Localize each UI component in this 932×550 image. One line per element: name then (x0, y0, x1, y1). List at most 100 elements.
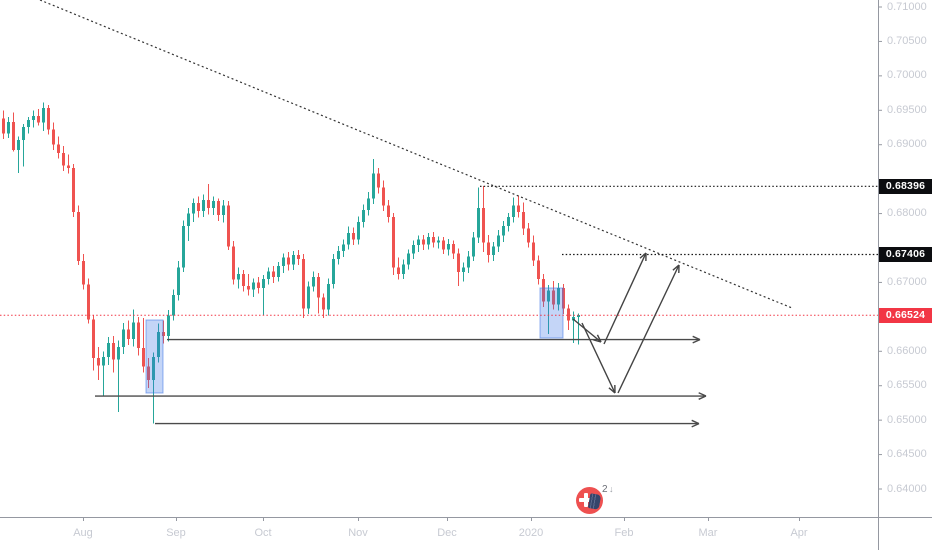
price-level-badge-2-label: 0.67406 (885, 248, 926, 261)
candle-body (447, 243, 450, 250)
arrowhead (691, 419, 700, 425)
price-level-badge-1-label: 0.68396 (885, 180, 926, 193)
arrowhead (691, 422, 700, 428)
candle-body (62, 152, 65, 166)
candle-body (102, 356, 105, 366)
candle-body (507, 217, 510, 226)
candle-body (117, 347, 120, 360)
projection-arrow[interactable] (617, 264, 680, 394)
candlestick-series[interactable] (2, 102, 580, 424)
candle-body (97, 358, 100, 366)
candle-body (422, 239, 425, 245)
candle-body (252, 282, 255, 290)
trendline[interactable] (39, 0, 793, 309)
candle-body (437, 240, 440, 243)
arrowhead (593, 339, 602, 343)
candle-body (137, 322, 140, 348)
candle-body (82, 261, 85, 285)
time-tick-label: Nov (348, 527, 368, 539)
candle-body (122, 329, 125, 348)
candle-body (397, 267, 400, 275)
candle-body (462, 267, 465, 273)
price-tick-label: 0.70000 (887, 69, 927, 82)
candle-body (537, 260, 540, 279)
candle-body (417, 239, 420, 246)
candle-body (217, 201, 220, 215)
candle-body (452, 243, 455, 254)
candle-body (262, 278, 265, 288)
candle-body (407, 253, 410, 265)
plus-cross-icon (579, 498, 593, 502)
arrowhead (692, 338, 701, 344)
candle-body (487, 242, 490, 255)
candle-body (247, 285, 250, 290)
time-tick-label: Feb (614, 527, 634, 539)
candle-body (567, 308, 570, 321)
candle-body (67, 165, 70, 169)
candle-body (362, 210, 365, 222)
candle-body (242, 274, 245, 286)
price-tick-label: 0.69500 (887, 103, 927, 116)
candle-body (492, 246, 495, 255)
candle-body (272, 271, 275, 277)
price-tick-label: 0.64000 (887, 482, 927, 495)
price-level-badge-2: 0.67406 (879, 246, 932, 262)
candle-body (52, 129, 55, 145)
publisher-watermark[interactable]: 2 ↓ (576, 484, 632, 516)
time-tick-label: Dec (437, 527, 457, 539)
candle-body (347, 232, 350, 245)
candle-body (87, 284, 90, 320)
time-tick-label: Mar (698, 527, 718, 539)
candle-body (57, 144, 60, 153)
arrowhead (608, 387, 616, 394)
candle-body (107, 343, 110, 357)
candle-body (392, 217, 395, 268)
highlight-rect[interactable] (145, 319, 164, 394)
price-tick-label: 0.71000 (887, 0, 927, 13)
candle-body (332, 259, 335, 284)
last-price-badge-label: 0.66524 (885, 309, 926, 322)
candle-body (237, 274, 240, 280)
candle-body (227, 205, 230, 247)
candle-body (297, 254, 300, 260)
projection-arrow[interactable] (581, 322, 616, 394)
candle-body (317, 276, 320, 298)
candle-body (257, 282, 260, 288)
candle-body (357, 221, 360, 240)
candle-body (502, 225, 505, 236)
candle-body (412, 245, 415, 254)
candle-body (442, 240, 445, 250)
price-tick-label: 0.69000 (887, 138, 927, 151)
candle-body (302, 259, 305, 309)
candle-body (372, 173, 375, 199)
highlight-rect[interactable] (539, 287, 564, 339)
down-arrow-icon: ↓ (609, 484, 614, 494)
candle-body (92, 319, 95, 359)
candle-body (472, 237, 475, 257)
candle-body (177, 267, 180, 295)
candle-body (112, 343, 115, 360)
candle-body (497, 235, 500, 247)
book-icon (587, 493, 602, 510)
projection-arrow[interactable] (572, 318, 602, 343)
time-tick-label: Oct (254, 527, 272, 539)
candle-body (157, 332, 160, 357)
candle-body (517, 205, 520, 213)
candle-body (312, 276, 315, 287)
last-price-badge: 0.66524 (879, 307, 932, 323)
candle-body (12, 121, 15, 151)
candle-body (282, 257, 285, 266)
candle-body (367, 198, 370, 211)
candle-body (467, 256, 470, 268)
time-tick-label: 2020 (518, 527, 544, 539)
candle-body (187, 213, 190, 226)
time-tick-label: Apr (790, 527, 808, 539)
price-tick-label: 0.65500 (887, 379, 927, 392)
candle-body (27, 119, 30, 127)
candle-body (577, 315, 580, 317)
candle-body (42, 108, 45, 123)
projection-arrow[interactable] (603, 252, 647, 345)
candle-body (182, 225, 185, 268)
time-tick-label: Sep (166, 527, 186, 539)
